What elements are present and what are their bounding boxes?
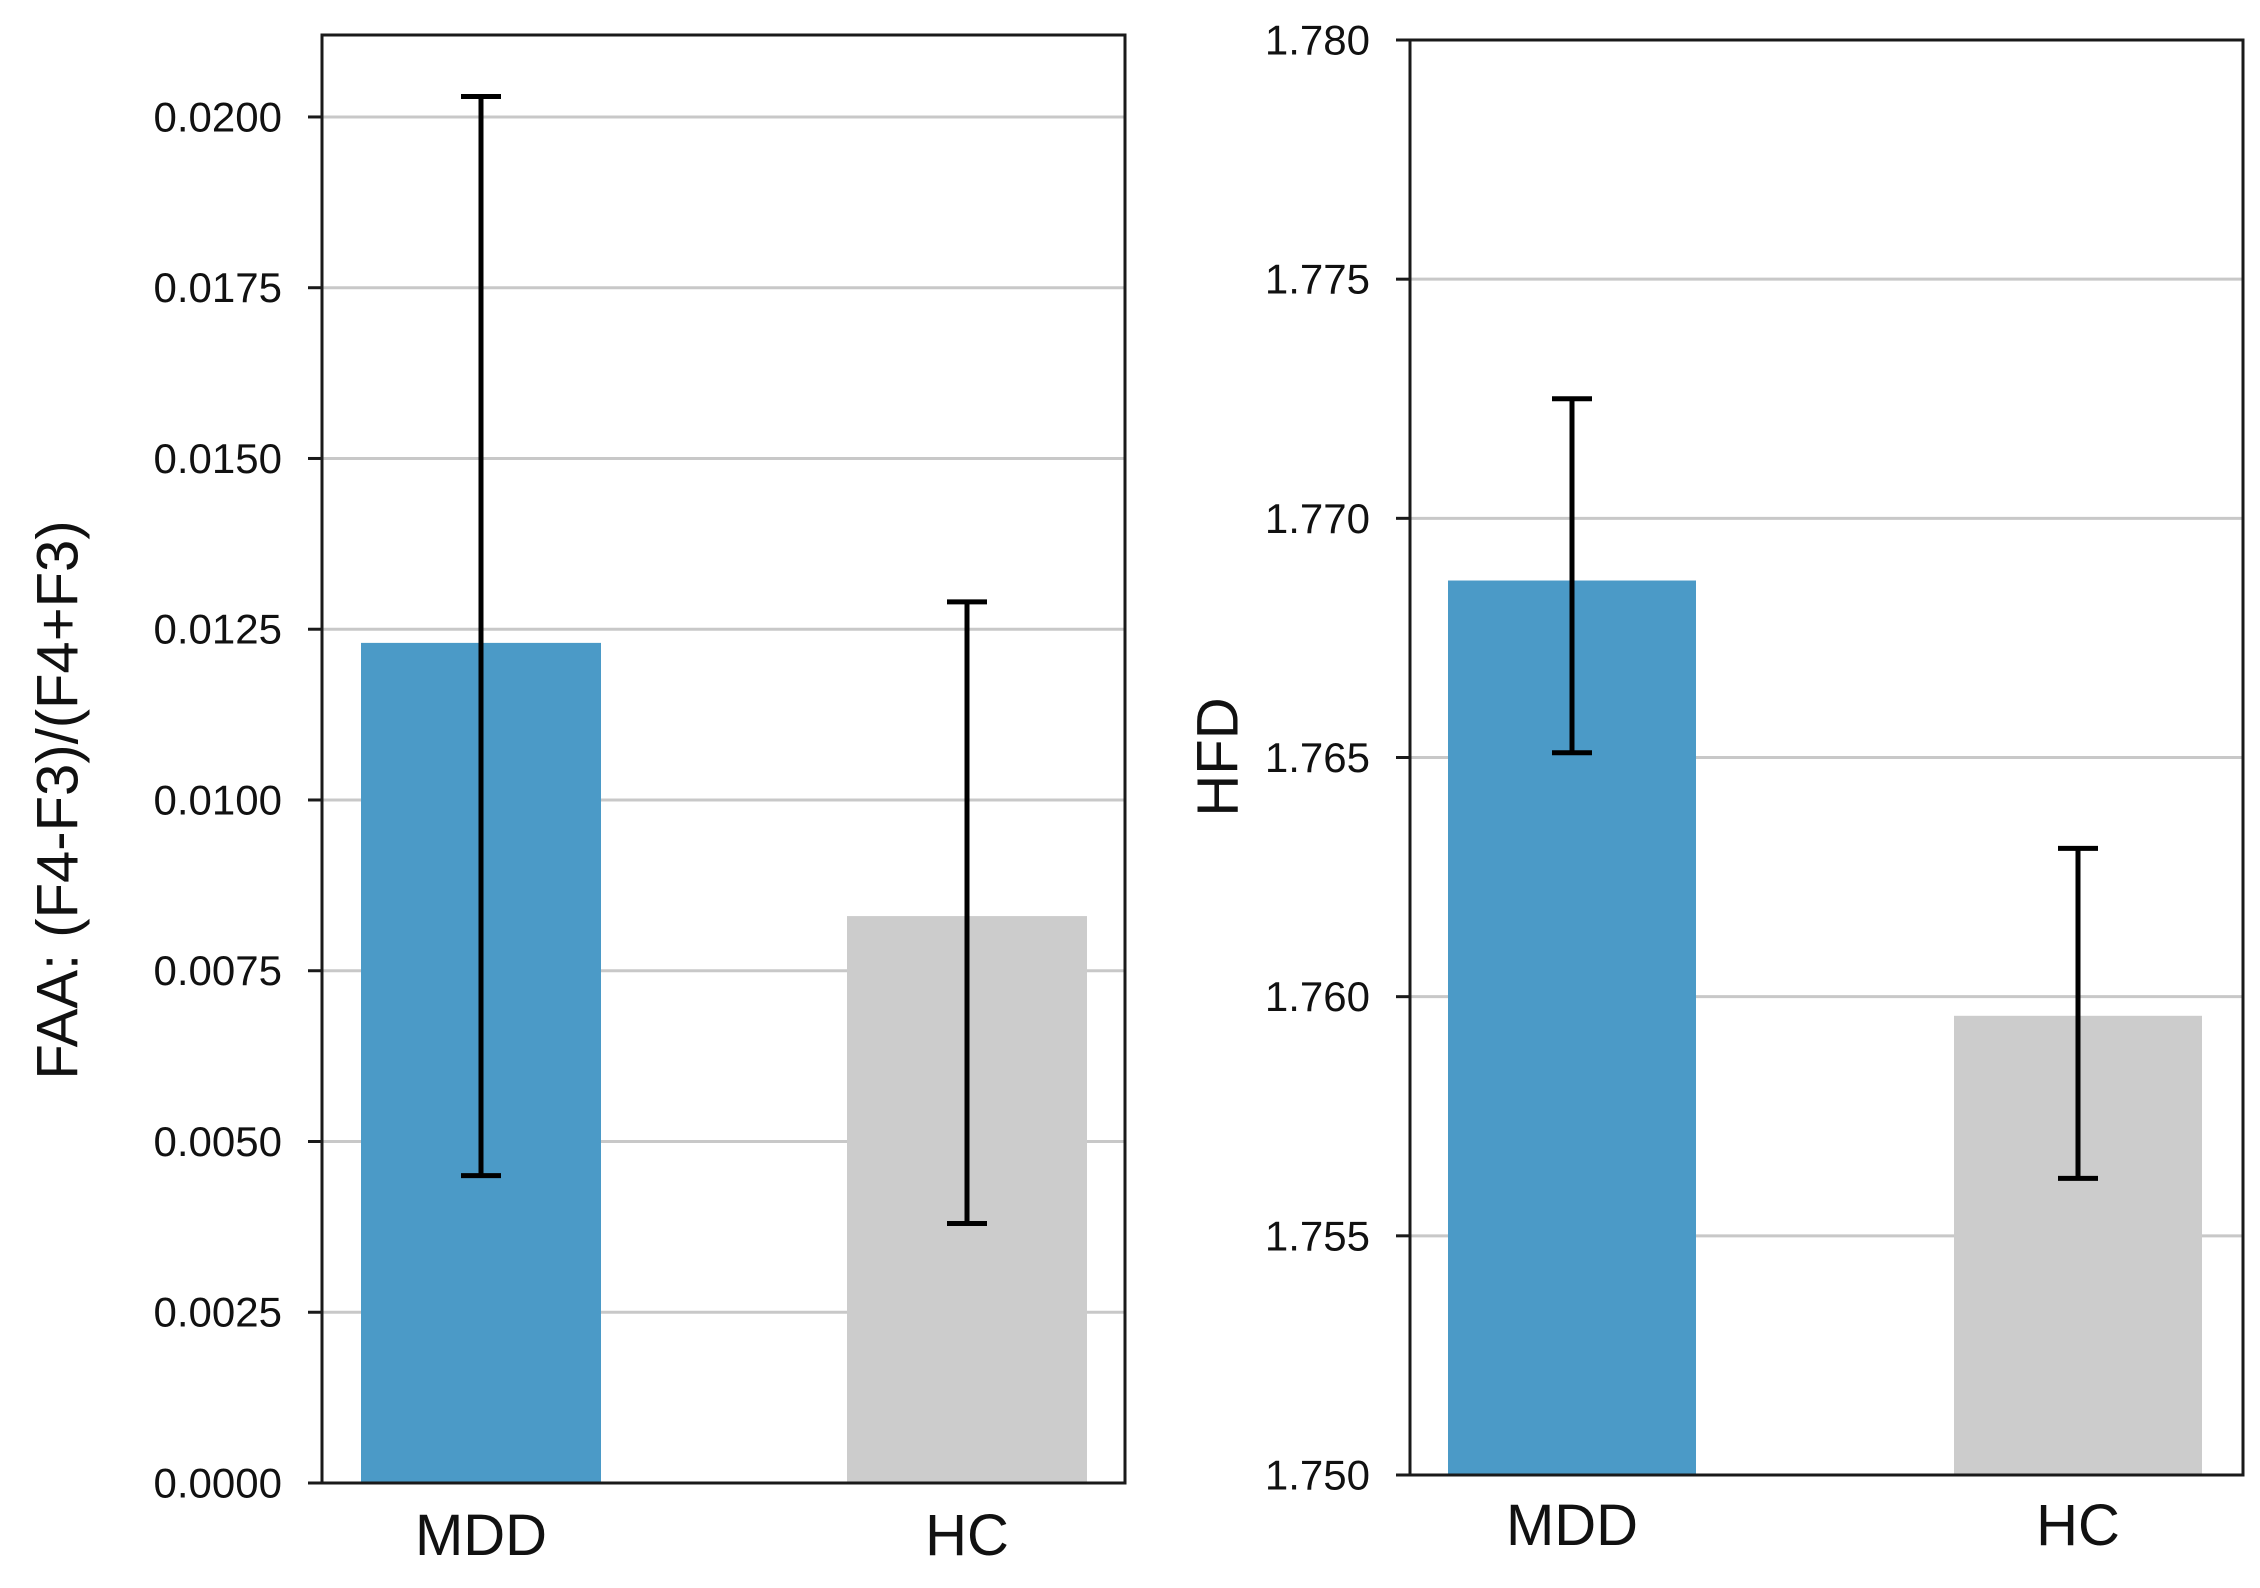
faa-chart-panel: 0.0000 0.0025 0.0050 0.0075 0.0100 0.0125 0.01… — [26, 33, 1127, 1568]
faa-x-category-label: HC — [925, 1503, 1009, 1568]
hfd-y-tick-label: 1.760 — [1265, 973, 1370, 1020]
faa-y-tick-label: 0.0100 — [154, 776, 282, 823]
faa-x-category-label: MDD — [415, 1503, 547, 1568]
hfd-x-category-label: HC — [2036, 1493, 2120, 1558]
hfd-y-tick-label: 1.780 — [1265, 17, 1370, 64]
faa-y-tick-label: 0.0000 — [154, 1460, 282, 1507]
faa-y-tick-label: 0.0150 — [154, 435, 282, 482]
faa-y-tick-label: 0.0175 — [154, 264, 282, 311]
faa-y-tick-label: 0.0075 — [154, 947, 282, 994]
faa-y-tick-label: 0.0025 — [154, 1289, 282, 1336]
faa-y-tick-label: 0.0125 — [154, 606, 282, 653]
hfd-x-category-label: MDD — [1506, 1493, 1638, 1558]
hfd-error-bar-mdd — [1552, 396, 1592, 756]
hfd-y-tick-label: 1.750 — [1265, 1452, 1370, 1499]
faa-y-tick-label: 0.0200 — [154, 93, 282, 140]
hfd-y-axis-title: HFD — [1186, 697, 1251, 816]
hfd-y-tick-label: 1.765 — [1265, 734, 1370, 781]
faa-error-bar-hc — [947, 599, 987, 1226]
hfd-y-tick-label: 1.770 — [1265, 495, 1370, 542]
hfd-chart-panel: 1.750 1.755 1.760 1.765 1.770 1.775 1.780 MDD HC… — [1186, 17, 2245, 1558]
faa-y-tick-label: 0.0050 — [154, 1118, 282, 1165]
faa-y-axis-title: FAA: (F4-F3)/(F4+F3) — [26, 520, 91, 1079]
hfd-y-tick-label: 1.755 — [1265, 1212, 1370, 1259]
faa-error-bar-mdd — [461, 93, 501, 1179]
hfd-error-bar-hc — [2058, 845, 2098, 1181]
hfd-y-tick-label: 1.775 — [1265, 256, 1370, 303]
